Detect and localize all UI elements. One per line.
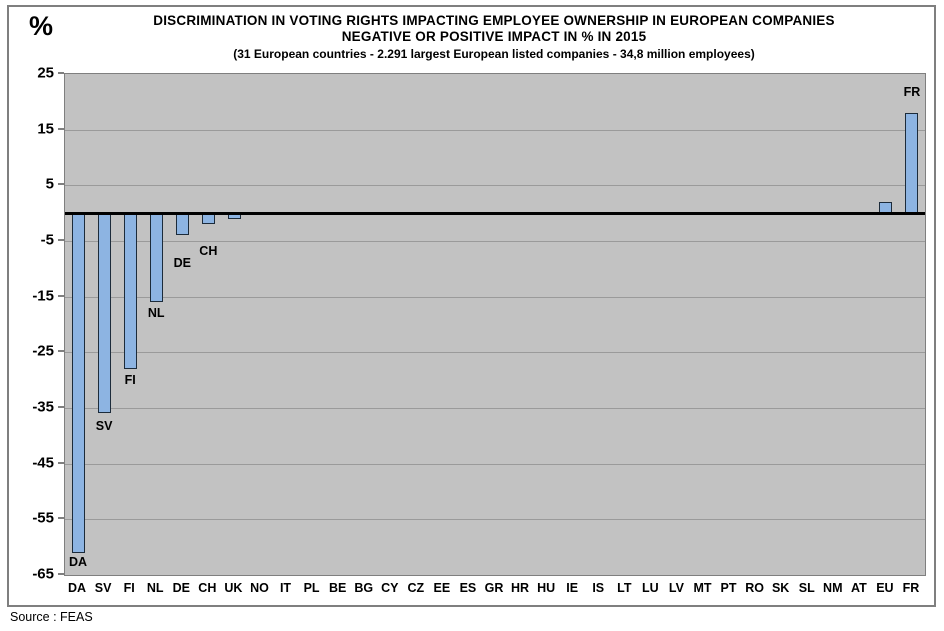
y-tick--25 — [58, 350, 64, 352]
y-tick--5 — [58, 239, 64, 241]
bar-DE — [176, 212, 189, 235]
y-tick-label-15: 15 — [37, 120, 54, 138]
y-tick--15 — [58, 295, 64, 297]
y-axis-unit-label: % — [29, 11, 54, 41]
y-tick--35 — [58, 406, 64, 408]
bar-DA — [72, 212, 85, 553]
x-tick-label-LT: LT — [617, 581, 632, 595]
x-tick-label-EE: EE — [433, 581, 451, 595]
x-axis: DA SV FI NL DE CH UK NO IT PL BE BG CY CZ EE ES GR HR HU IE… — [64, 574, 924, 600]
x-tick-label-PL: PL — [303, 581, 320, 595]
x-tick-label-SK: SK — [771, 581, 790, 595]
gridline--45 — [65, 464, 925, 465]
x-tick-label-DE: DE — [172, 581, 190, 595]
y-tick-15 — [58, 128, 64, 130]
x-tick-label-DA: DA — [67, 581, 87, 595]
gridline--15 — [65, 297, 925, 298]
x-tick-label-LV: LV — [668, 581, 684, 595]
x-tick-label-IT: IT — [279, 581, 292, 595]
y-tick--45 — [58, 462, 64, 464]
x-tick-label-PT: PT — [720, 581, 737, 595]
bar-label-SV: SV — [95, 419, 113, 433]
gridline--5 — [65, 241, 925, 242]
y-tick--65 — [58, 573, 64, 575]
y-tick-label--55: -55 — [32, 509, 54, 527]
x-tick-label-SV: SV — [94, 581, 112, 595]
x-tick-label-BG: BG — [354, 581, 374, 595]
y-axis: 25 15 5 -5 -15 -25 -35 -45 -55 -65 — [9, 65, 64, 583]
bar-label-FI: FI — [124, 373, 136, 387]
chart-subtitle: (31 European countries - 2.291 largest E… — [233, 47, 755, 62]
x-tick-label-BE: BE — [328, 581, 347, 595]
x-tick-label-AT: AT — [850, 581, 867, 595]
gridline--35 — [65, 408, 925, 409]
bar-FR — [905, 113, 918, 214]
x-tick-label-NM: NM — [823, 581, 843, 595]
x-tick-label-UK: UK — [224, 581, 243, 595]
x-tick-label-ES: ES — [459, 581, 477, 595]
x-tick-label-NL: NL — [146, 581, 164, 595]
x-tick-label-CZ: CZ — [407, 581, 425, 595]
y-tick-label-5: 5 — [45, 175, 54, 193]
x-tick-label-GR: GR — [484, 581, 504, 595]
x-tick-label-NO: NO — [250, 581, 269, 595]
chart-title-line1: DISCRIMINATION IN VOTING RIGHTS IMPACTIN… — [153, 13, 835, 28]
x-tick-label-HR: HR — [511, 581, 530, 595]
bar-label-FR: FR — [903, 85, 921, 99]
zero-baseline — [65, 212, 925, 215]
bar-SV — [98, 212, 111, 413]
y-tick-label--5: -5 — [40, 231, 54, 249]
chart-title-block: DISCRIMINATION IN VOTING RIGHTS IMPACTIN… — [64, 13, 924, 62]
x-tick-label-CH: CH — [198, 581, 217, 595]
bar-label-NL: NL — [147, 306, 165, 320]
gridline-5 — [65, 185, 925, 186]
y-tick-label--25: -25 — [32, 342, 54, 360]
y-tick--55 — [58, 517, 64, 519]
x-tick-label-IE: IE — [566, 581, 579, 595]
x-tick-label-CY: CY — [381, 581, 399, 595]
plot-area: DA SV FI NL DE CH FR — [64, 73, 926, 576]
chart-title-line2: NEGATIVE OR POSITIVE IMPACT IN % IN 2015 — [341, 29, 647, 45]
x-tick-label-IS: IS — [592, 581, 605, 595]
x-tick-label-EU: EU — [876, 581, 894, 595]
x-tick-label-MT: MT — [693, 581, 712, 595]
y-tick-label--65: -65 — [32, 565, 54, 583]
bar-NL — [150, 212, 163, 302]
bar-label-DA: DA — [68, 555, 88, 569]
y-tick-25 — [58, 72, 64, 74]
y-tick-label--15: -15 — [32, 287, 54, 305]
bar-FI — [124, 212, 137, 369]
y-tick-5 — [58, 183, 64, 185]
y-tick-label--35: -35 — [32, 398, 54, 416]
x-tick-label-HU: HU — [537, 581, 556, 595]
y-tick-label--45: -45 — [32, 454, 54, 472]
bar-label-DE: DE — [173, 256, 191, 270]
x-tick-label-FR: FR — [902, 581, 920, 595]
gridline--55 — [65, 519, 925, 520]
chart-figure: % DISCRIMINATION IN VOTING RIGHTS IMPACT… — [7, 5, 936, 607]
y-tick-label-25: 25 — [37, 64, 54, 82]
bar-label-CH: CH — [199, 244, 218, 258]
gridline--25 — [65, 352, 925, 353]
gridline-15 — [65, 130, 925, 131]
x-tick-label-RO: RO — [745, 581, 764, 595]
x-tick-label-LU: LU — [642, 581, 659, 595]
x-tick-label-SL: SL — [798, 581, 815, 595]
x-tick-label-FI: FI — [123, 581, 135, 595]
source-note: Source : FEAS — [10, 610, 93, 624]
